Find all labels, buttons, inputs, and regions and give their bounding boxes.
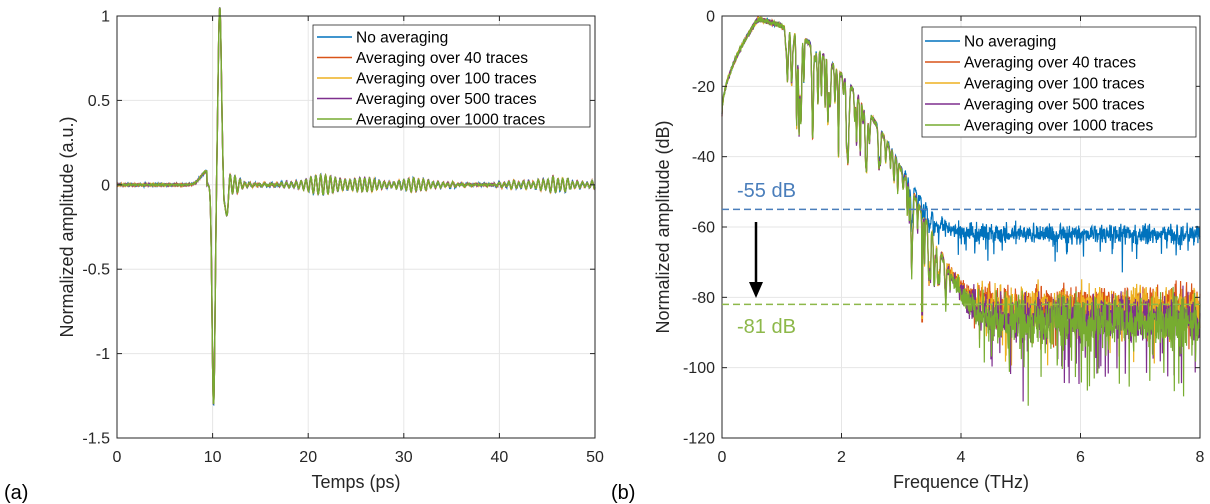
chart-a-ylabel: Normalized amplitude (a.u.) (57, 116, 77, 337)
chart-b-ytick-label: -60 (692, 220, 715, 237)
chart-b-xtick-label: 0 (718, 449, 727, 466)
chart-a-xtick-label: 10 (204, 449, 222, 466)
chart-b-legend-box (921, 26, 1197, 138)
noise-floor-55-label: -55 dB (737, 180, 796, 202)
chart-a-ytick-label: 1 (101, 9, 110, 26)
chart-b-ytick-label: -40 (692, 149, 715, 166)
chart-b-xtick-label: 2 (837, 449, 846, 466)
chart-b-legend-label: No averaging (964, 34, 1056, 51)
chart-b-legend-label: Averaging over 100 traces (964, 76, 1145, 93)
chart-b-legend-label: Averaging over 40 traces (964, 55, 1136, 72)
chart-a-legend-label: No averaging (356, 30, 448, 47)
chart-a-xtick-label: 40 (491, 449, 509, 466)
chart-b-xtick-label: 6 (1076, 449, 1085, 466)
chart-b-xtick-label: 8 (1196, 449, 1205, 466)
chart-a-ytick-label: -0.5 (82, 262, 110, 279)
chart-b-ytick-label: 0 (706, 9, 715, 26)
chart-a-ytick-label: -1.5 (82, 431, 110, 448)
chart-b-legend: No averaging Averaging over 40 traces Av… (921, 26, 1197, 138)
chart-b-ticks (721, 15, 1201, 439)
chart-a-axes-box (116, 15, 596, 439)
chart-a-xlabel: Temps (ps) (311, 472, 400, 492)
chart-a-xtick-label: 20 (299, 449, 317, 466)
chart-b-xtick-label: 4 (957, 449, 966, 466)
chart-b-ytick-label: -100 (683, 360, 715, 377)
chart-b-ytick-label: -80 (692, 290, 715, 307)
chart-a-xtick-label: 30 (395, 449, 413, 466)
chart-a-ticks (116, 15, 596, 439)
chart-a: 0 10 20 30 40 50 -1.5 -1 -0.5 0 0.5 1 Te… (4, 7, 604, 504)
series-line-a-5 (116, 7, 596, 405)
chart-a-ytick-label: -1 (96, 346, 110, 363)
chart-b-ylabel: Normalized amplitude (dB) (653, 120, 673, 333)
chart-b-ytick-label: -20 (692, 79, 715, 96)
chart-a-legend-label: Averaging over 1000 traces (356, 112, 546, 129)
improvement-arrow (749, 222, 763, 298)
chart-b-xlabel: Frequence (THz) (893, 472, 1029, 492)
chart-a-legend-label: Averaging over 100 traces (356, 71, 537, 88)
chart-a-xtick-label: 0 (113, 449, 122, 466)
chart-a-xtick-label: 50 (586, 449, 604, 466)
chart-a-ytick-label: 0 (101, 177, 110, 194)
chart-a-legend-box (312, 24, 591, 128)
chart-b-panel-label: (b) (611, 482, 635, 504)
chart-b-legend-label: Averaging over 1000 traces (964, 118, 1154, 135)
chart-b: 0 2 4 6 8 -120 -100 -80 -60 -40 -20 0 Fr… (611, 9, 1205, 504)
chart-a-panel-label: (a) (4, 482, 28, 504)
chart-a-legend-label: Averaging over 40 traces (356, 50, 528, 67)
noise-floor-81-label: -81 dB (737, 316, 796, 338)
chart-b-legend-label: Averaging over 500 traces (964, 97, 1145, 114)
chart-a-legend-label: Averaging over 500 traces (356, 91, 537, 108)
chart-a-series (116, 7, 596, 407)
chart-a-legend: No averaging Averaging over 40 traces Av… (312, 24, 591, 129)
chart-b-ytick-label: -120 (683, 431, 715, 448)
improvement-arrow-head (749, 282, 763, 298)
chart-a-ytick-label: 0.5 (88, 93, 110, 110)
